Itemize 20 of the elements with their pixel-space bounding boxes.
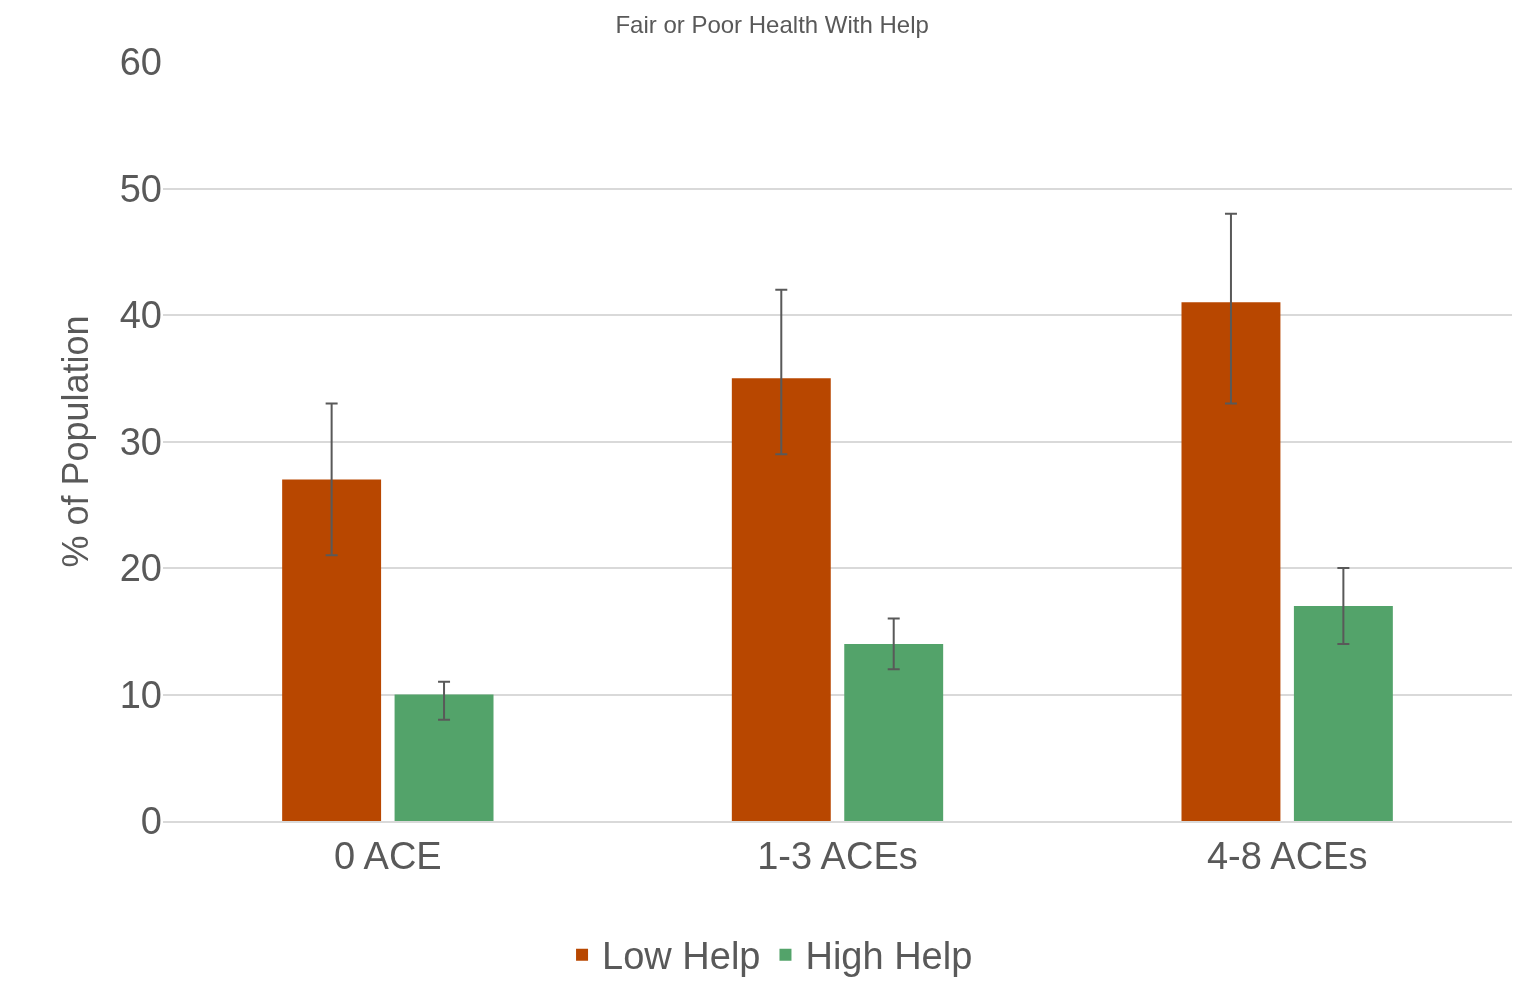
y-axis-title: % of Population: [54, 315, 96, 568]
x-tick-label: 4-8 ACEs: [1206, 834, 1368, 877]
x-tick-label: 1-3 ACEs: [757, 834, 918, 877]
bar: [731, 378, 831, 821]
bar: [1293, 605, 1393, 821]
bar: [844, 643, 944, 821]
y-tick-label: 50: [119, 167, 162, 210]
chart-title: Fair or Poor Health With Help: [615, 11, 929, 39]
bar: [394, 694, 494, 821]
y-tick-label: 20: [119, 547, 162, 590]
bar: [1181, 302, 1281, 821]
legend-label: High Help: [805, 935, 973, 978]
bar: [282, 479, 382, 821]
x-tick-label: 0 ACE: [333, 834, 442, 877]
y-tick-label: 60: [119, 41, 162, 84]
y-tick-label: 0: [140, 800, 162, 843]
y-tick-label: 10: [119, 673, 162, 716]
legend-label: Low Help: [602, 935, 761, 978]
y-tick-label: 30: [119, 420, 162, 463]
y-tick-label: 40: [119, 294, 162, 337]
